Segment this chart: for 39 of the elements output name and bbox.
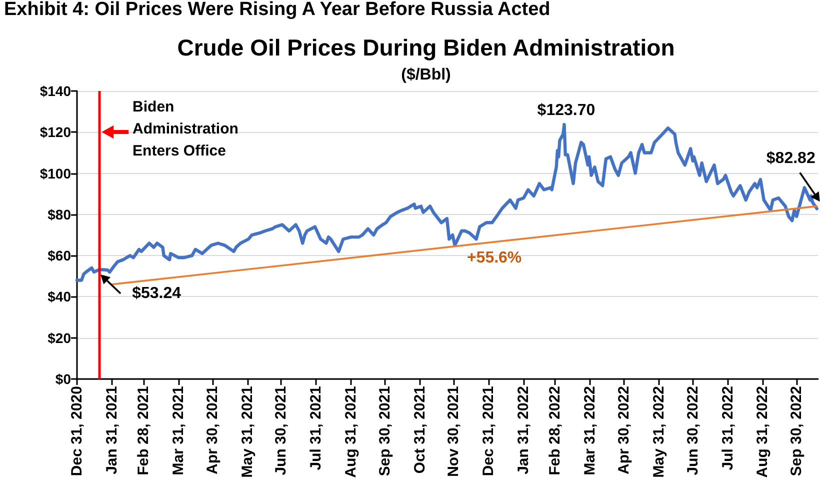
ref-line-label: Biden Administration Enters Office [132, 98, 243, 160]
text: Exhibit 4: Oil Prices Were Rising A Year Before Russia Acted [4, 0, 550, 20]
x-tick-label: Jun 30, 2022 [684, 386, 702, 476]
annotation: +55.6% [466, 250, 522, 267]
y-tick-label: $60 [48, 248, 72, 264]
x-tick-label: Feb 28, 2022 [546, 386, 564, 476]
y-tick-label: $40 [48, 288, 72, 305]
x-tick-label: Jul 31, 2022 [719, 386, 736, 470]
y-tick-label: $140 [40, 83, 72, 99]
y-tick-label: $0 [55, 371, 72, 387]
x-tick-label: Apr 30, 2022 [616, 386, 633, 474]
x-tick-label: May 31, 2021 [238, 386, 256, 478]
annotation: $53.24 [132, 284, 182, 302]
chart-title: Crude Oil Prices During Biden Administration [177, 34, 675, 60]
x-tick-label: Apr 30, 2021 [204, 386, 221, 474]
x-tick-label: Aug 31, 2022 [754, 386, 772, 478]
line-series [75, 122, 818, 282]
x-tick-label: Feb 28, 2021 [135, 386, 152, 476]
x-tick-label: Jan 31, 2022 [515, 386, 532, 474]
x-tick-label: Dec 31, 2020 [68, 386, 86, 476]
annotation: $82.82 [766, 150, 816, 168]
x-tick-label: Dec 31, 2021 [480, 386, 498, 476]
chart-subtitle: ($/Bbl) [401, 66, 451, 84]
x-tick-label: Mar 31, 2021 [170, 386, 188, 476]
annotation: $123.70 [537, 102, 596, 120]
y-tick-label: $120 [40, 124, 72, 140]
x-tick-label: Sep 30, 2021 [376, 386, 394, 476]
x-tick-label: Jul 31, 2021 [308, 386, 325, 470]
x-tick-label: May 31, 2022 [650, 386, 668, 478]
y-tick-label: $80 [48, 206, 72, 222]
x-tick-label: Oct 31, 2021 [411, 386, 428, 474]
x-tick-label: Jan 31, 2021 [103, 386, 120, 474]
x-tick-label: Aug 31, 2021 [342, 386, 360, 478]
x-tick-label: Nov 30, 2021 [445, 386, 462, 477]
x-tick-label: Sep 30, 2022 [788, 386, 806, 476]
y-tick-label: $20 [48, 330, 72, 346]
x-tick-label: Mar 31, 2022 [582, 386, 599, 476]
x-tick-label: Jun 30, 2021 [272, 386, 290, 476]
y-tick-label: $100 [40, 165, 72, 182]
